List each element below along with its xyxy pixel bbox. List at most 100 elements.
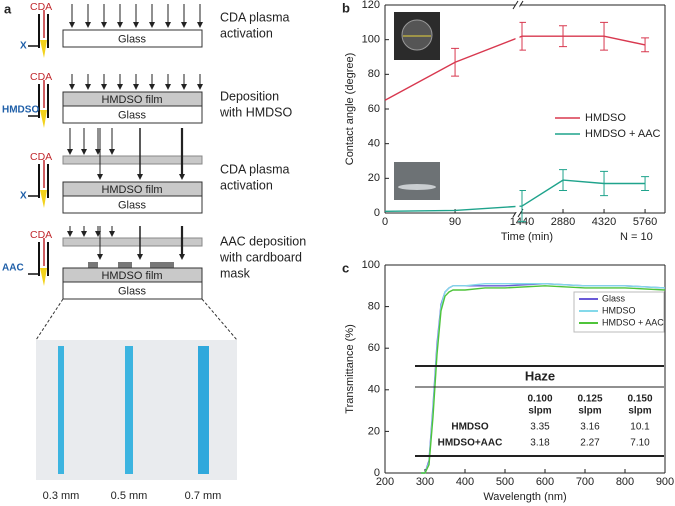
y-tick-label: 60 — [368, 342, 380, 354]
arrow-head — [101, 84, 107, 90]
width-label: 0.3 mm — [43, 490, 80, 502]
table-cell: 3.18 — [530, 438, 550, 449]
step-caption: CDA plasma — [220, 162, 290, 176]
arrow-head — [117, 84, 123, 90]
legend-label: HMDSO + AAC — [585, 128, 661, 140]
mask — [62, 237, 203, 247]
x-tick-label: 400 — [456, 476, 474, 488]
strip — [198, 346, 209, 474]
x-tick-label: 0 — [382, 216, 388, 228]
x-tick-label: 5760 — [633, 216, 657, 228]
series-line — [421, 285, 666, 474]
arrow-head — [81, 231, 87, 237]
zoom-line — [201, 298, 238, 341]
arrow-head — [133, 22, 139, 28]
aac-patch — [150, 262, 174, 268]
x-tick-label: 300 — [416, 476, 434, 488]
y-tick-label: 80 — [368, 68, 380, 80]
glass-layer — [62, 195, 203, 214]
x-tick-label: 800 — [616, 476, 634, 488]
layer-label: Glass — [118, 33, 147, 45]
arrow-head — [81, 149, 87, 155]
arrow-head — [197, 84, 203, 90]
layer-label: Glass — [118, 199, 147, 211]
layer-label: HMDSO film — [101, 94, 162, 106]
layer-label: HMDSO film — [101, 270, 162, 282]
legend-label: Glass — [602, 293, 626, 303]
step-caption: mask — [220, 266, 251, 280]
gas-label: CDA — [30, 151, 52, 163]
inset-photo — [394, 162, 440, 200]
table-cell: 10.1 — [630, 422, 650, 433]
series-line — [384, 35, 646, 101]
table-title: Haze — [525, 368, 555, 383]
arrow-head — [165, 22, 171, 28]
plasma — [40, 268, 47, 286]
legend-label: HMDSO + AAC — [602, 317, 664, 327]
glass-layer — [62, 281, 203, 300]
x-tick-label: 90 — [449, 216, 461, 228]
error-bar — [559, 25, 568, 48]
side-label: HMDSO — [2, 105, 39, 116]
arrow-head — [109, 231, 115, 237]
table-cell: 3.35 — [530, 422, 550, 433]
y-axis-label: Transmittance (%) — [344, 324, 356, 413]
layer-label: HMDSO film — [101, 184, 162, 196]
arrow-head — [179, 254, 185, 260]
y-tick-label: 40 — [368, 138, 380, 150]
axis-gap — [515, 6, 520, 212]
x-tick-label: 900 — [656, 476, 674, 488]
arrow-head — [85, 84, 91, 90]
table-header: 0.100 — [527, 394, 552, 405]
arrow-head — [101, 22, 107, 28]
y-axis-label: Contact angle (degree) — [344, 53, 356, 166]
error-bar — [600, 21, 609, 51]
arrow-head — [149, 84, 155, 90]
x-tick-label: 200 — [376, 476, 394, 488]
x-axis-label: Time (min) — [501, 231, 553, 243]
table-header: slpm — [528, 406, 551, 417]
gas-label: CDA — [30, 71, 52, 83]
table-header: 0.125 — [577, 394, 602, 405]
y-tick-label: 0 — [374, 467, 380, 479]
table-cell: 3.16 — [580, 422, 600, 433]
table-row-label: HMDSO+AAC — [438, 438, 503, 449]
y-tick-label: 100 — [362, 34, 380, 46]
arrow-head — [197, 22, 203, 28]
step-caption: activation — [220, 178, 273, 192]
arrow-head — [137, 174, 143, 180]
table-row-label: HMDSO — [451, 422, 488, 433]
legend-label: HMDSO — [585, 112, 626, 124]
legend-label: HMDSO — [602, 305, 636, 315]
step-caption: with cardboard — [219, 250, 302, 264]
error-bar — [559, 169, 568, 191]
error-bar — [641, 176, 650, 191]
panel-label: c — [342, 260, 349, 275]
glass-layer — [62, 105, 203, 124]
aac-patch — [118, 262, 132, 268]
error-bar — [451, 47, 460, 77]
plasma — [40, 190, 47, 208]
arrow-head — [69, 22, 75, 28]
x-tick-label: 700 — [576, 476, 594, 488]
arrow-head — [97, 254, 103, 260]
panel-label: a — [4, 1, 12, 16]
arrow-head — [179, 174, 185, 180]
arrow-head — [137, 254, 143, 260]
y-tick-label: 60 — [368, 103, 380, 115]
width-label: 0.7 mm — [185, 490, 222, 502]
panel-label: b — [342, 0, 350, 15]
plasma — [40, 40, 47, 58]
step-caption: Deposition — [220, 89, 279, 103]
annotation: N = 10 — [620, 231, 653, 243]
y-tick-label: 20 — [368, 425, 380, 437]
side-label: X — [20, 191, 27, 202]
droplet — [401, 19, 433, 51]
table-cell: 7.10 — [630, 438, 650, 449]
axis-break — [512, 0, 519, 10]
plasma — [40, 110, 47, 128]
series-line — [384, 179, 646, 212]
x-tick-label: 600 — [536, 476, 554, 488]
droplet — [398, 184, 436, 190]
